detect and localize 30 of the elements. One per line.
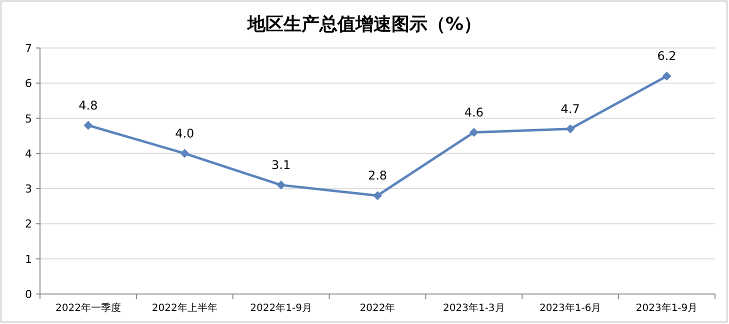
- y-tick-label: 4: [25, 147, 32, 160]
- data-label: 2.8: [368, 168, 388, 183]
- x-tick-label: 2023年1-3月: [443, 302, 505, 314]
- point: [662, 72, 672, 81]
- y-tick-label: 1: [25, 252, 32, 266]
- point: [566, 124, 575, 134]
- point: [84, 120, 93, 130]
- data-label: 6.2: [657, 49, 676, 64]
- point: [469, 128, 478, 137]
- y-tick-label: 5: [25, 112, 32, 126]
- y-tick-label: 3: [25, 182, 32, 196]
- y-tick-label: 0: [25, 288, 32, 301]
- data-label: 4.6: [464, 105, 484, 120]
- data-label: 4.8: [78, 98, 98, 112]
- y-tick-label: 7: [25, 42, 32, 55]
- y-tick-label: 2: [25, 218, 32, 231]
- y-tick-label: 6: [25, 77, 32, 90]
- point: [373, 191, 382, 200]
- x-tick-label: 2022年一季度: [55, 302, 121, 314]
- data-label: 4.0: [175, 126, 194, 140]
- data-label: 3.1: [272, 158, 291, 172]
- point: [180, 148, 190, 158]
- x-tick-label: 2023年1-9月: [636, 302, 698, 314]
- x-tick-label: 2022年上半年: [152, 302, 218, 314]
- x-tick-label: 2022年: [360, 302, 396, 314]
- point: [276, 180, 286, 190]
- data-label: 4.7: [560, 102, 580, 116]
- x-tick-label: 2022年1-9月: [250, 302, 312, 314]
- x-tick-label: 2023年1-6月: [539, 302, 602, 314]
- chart-title: 地区生产总值增速图示（%）: [246, 14, 482, 35]
